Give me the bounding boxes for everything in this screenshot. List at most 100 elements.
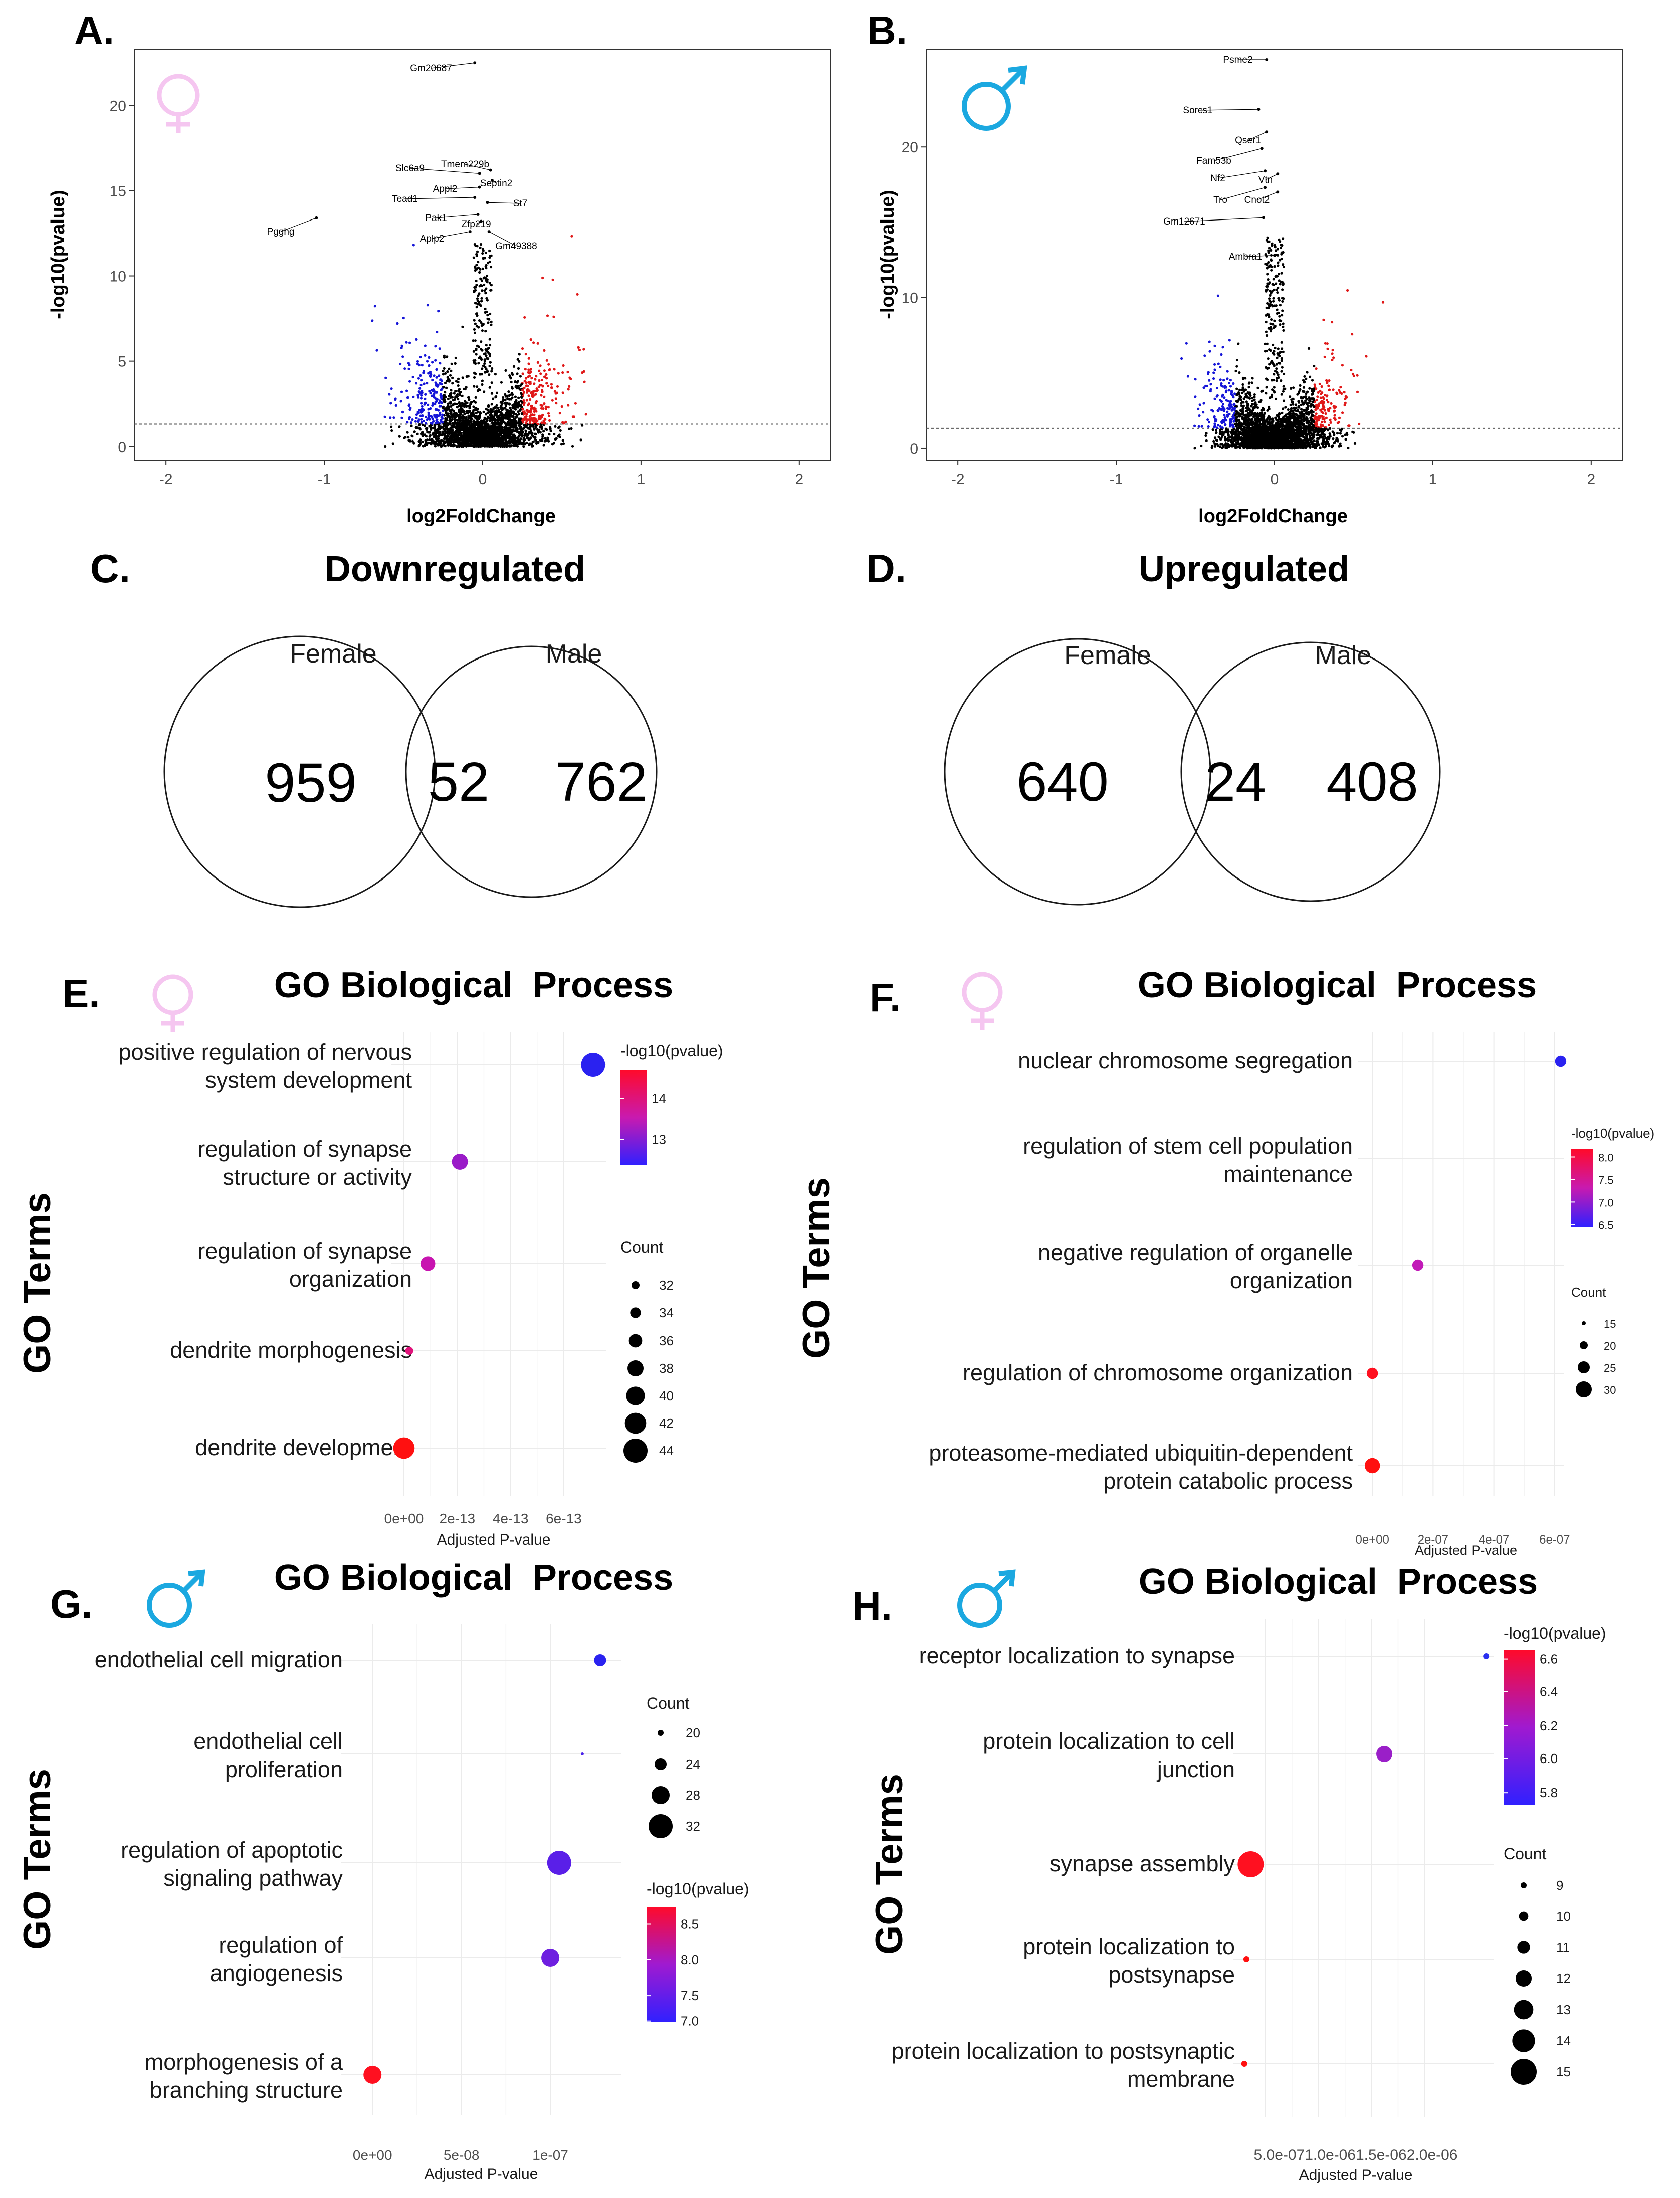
volcano-point bbox=[488, 386, 491, 389]
volcano-point bbox=[491, 430, 494, 433]
volcano-point bbox=[566, 370, 569, 374]
volcano-point bbox=[525, 420, 528, 423]
volcano-point bbox=[1276, 248, 1279, 251]
volcano-point bbox=[451, 431, 454, 434]
volcano-point bbox=[503, 428, 506, 431]
volcano-point bbox=[518, 412, 521, 415]
volcano-point bbox=[432, 388, 435, 391]
volcano-point bbox=[485, 407, 488, 411]
volcano-point bbox=[536, 422, 539, 425]
volcano-point bbox=[491, 442, 495, 446]
volcano-point bbox=[405, 341, 408, 344]
volcano-point bbox=[1256, 386, 1259, 389]
volcano-point bbox=[454, 390, 457, 393]
volcano-point bbox=[479, 373, 482, 376]
volcano-point bbox=[1265, 285, 1268, 288]
volcano-point bbox=[414, 420, 417, 423]
volcano-point bbox=[484, 352, 487, 355]
volcano-point bbox=[408, 380, 411, 383]
volcano-point bbox=[537, 429, 540, 432]
volcano-point bbox=[434, 441, 437, 444]
volcano-point bbox=[438, 374, 441, 377]
volcano-point bbox=[1211, 410, 1215, 413]
volcano-point bbox=[461, 438, 464, 442]
volcano-point bbox=[486, 442, 489, 445]
volcano-point bbox=[461, 417, 464, 420]
volcano-point bbox=[550, 386, 553, 389]
volcano-point bbox=[391, 442, 394, 445]
volcano-point bbox=[454, 362, 457, 365]
volcano-point bbox=[488, 414, 492, 417]
volcano-point bbox=[475, 440, 478, 443]
volcano-point bbox=[478, 434, 481, 438]
volcano-point bbox=[484, 311, 487, 314]
volcano-point bbox=[506, 397, 509, 400]
volcano-point bbox=[1326, 429, 1330, 432]
female-symbol-a bbox=[157, 74, 200, 133]
volcano-point bbox=[490, 284, 493, 287]
volcano-point bbox=[456, 423, 459, 426]
volcano-point bbox=[1290, 401, 1294, 404]
volcano-point bbox=[1328, 379, 1331, 382]
volcano-point bbox=[524, 368, 527, 371]
volcano-point bbox=[446, 415, 449, 418]
volcano-point bbox=[523, 316, 526, 319]
volcano-point bbox=[545, 373, 548, 376]
volcano-point bbox=[556, 385, 559, 388]
volcano-point bbox=[1229, 400, 1232, 403]
volcano-point bbox=[492, 408, 495, 411]
volcano-point bbox=[455, 380, 458, 383]
volcano-point bbox=[384, 445, 387, 448]
volcano-point bbox=[478, 292, 481, 295]
volcano-point bbox=[518, 419, 521, 422]
volcano-point bbox=[417, 396, 420, 399]
volcano-point bbox=[383, 415, 386, 418]
volcano-point bbox=[1334, 418, 1337, 421]
volcano-point bbox=[511, 406, 514, 409]
volcano-point bbox=[525, 412, 528, 415]
volcano-point bbox=[442, 405, 445, 408]
volcano-point bbox=[534, 401, 537, 405]
volcano-point bbox=[502, 420, 505, 423]
volcano-point bbox=[1281, 244, 1284, 247]
volcano-point bbox=[412, 244, 415, 247]
volcano-point bbox=[524, 377, 528, 380]
volcano-point bbox=[452, 445, 455, 448]
volcano-point bbox=[517, 431, 520, 434]
volcano-point bbox=[444, 391, 447, 394]
volcano-point bbox=[536, 361, 539, 364]
volcano-point bbox=[390, 387, 393, 390]
volcano-point bbox=[523, 418, 526, 422]
volcano-point bbox=[488, 439, 491, 442]
volcano-point bbox=[411, 418, 414, 421]
volcano-point bbox=[1321, 407, 1324, 411]
volcano-point bbox=[481, 252, 484, 255]
volcano-point bbox=[467, 405, 470, 408]
volcano-point bbox=[446, 434, 449, 437]
volcano-point bbox=[1323, 355, 1326, 358]
volcano-point bbox=[445, 418, 448, 421]
volcano-point bbox=[481, 367, 484, 370]
volcano-point bbox=[441, 387, 444, 390]
volcano-point bbox=[417, 364, 421, 367]
volcano-point bbox=[1194, 378, 1197, 381]
volcano-point bbox=[474, 302, 477, 305]
volcano-point bbox=[511, 387, 514, 390]
volcano-point bbox=[453, 433, 456, 436]
volcano-point bbox=[1315, 412, 1318, 415]
volcano-point bbox=[401, 355, 404, 358]
volcano-point bbox=[482, 410, 485, 414]
volcano-point bbox=[1273, 319, 1276, 322]
volcano-point bbox=[448, 419, 451, 422]
volcano-point bbox=[572, 415, 575, 418]
volcano-point bbox=[472, 413, 475, 416]
volcano-point bbox=[421, 364, 424, 367]
volcano-point bbox=[409, 421, 413, 424]
volcano-point bbox=[490, 381, 493, 384]
volcano-point bbox=[1275, 379, 1278, 382]
volcano-point bbox=[490, 320, 493, 324]
volcano-point bbox=[435, 437, 438, 441]
volcano-point bbox=[503, 402, 506, 405]
volcano-point bbox=[390, 429, 393, 432]
volcano-point bbox=[419, 374, 422, 377]
